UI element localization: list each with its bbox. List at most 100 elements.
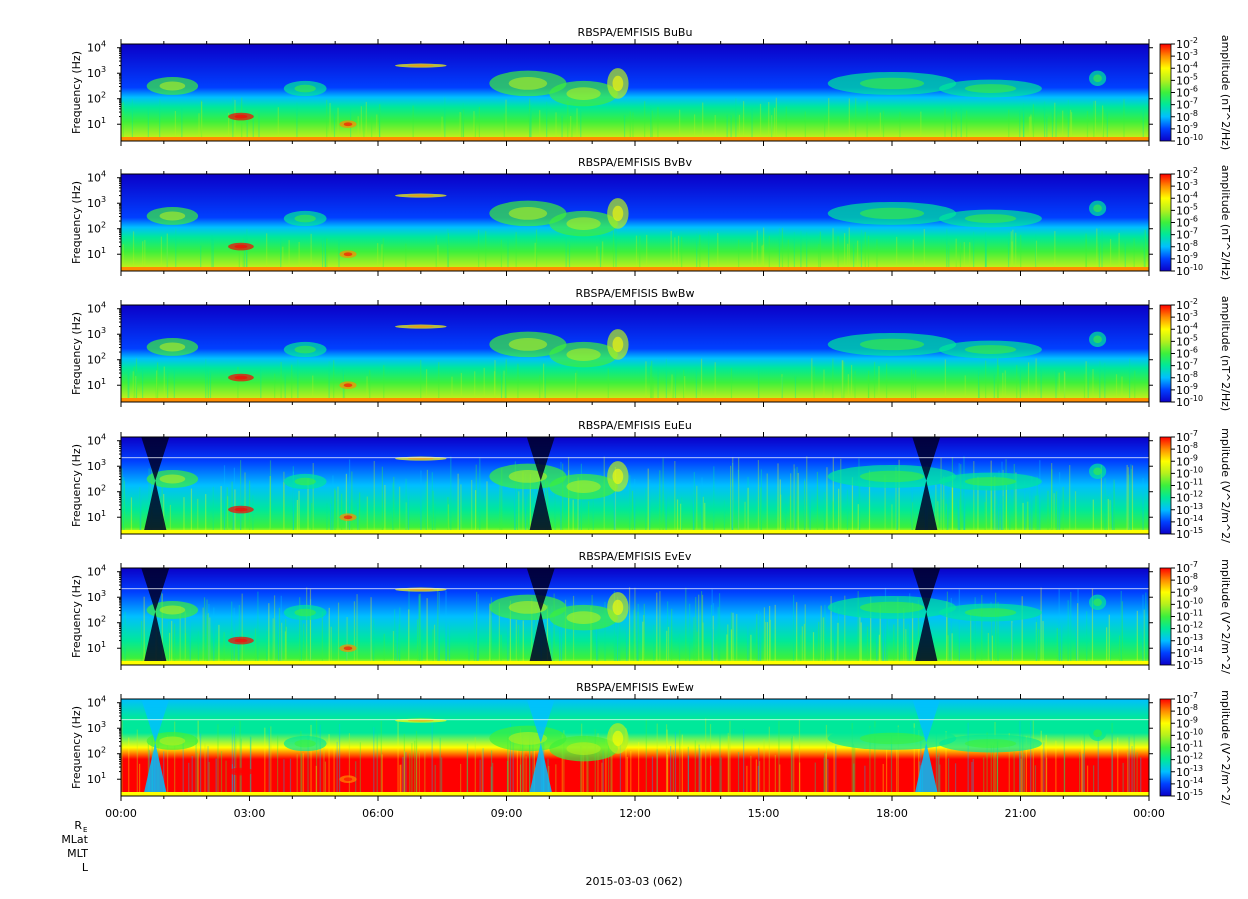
heatmap-streak: [233, 607, 235, 665]
heatmap-streak: [841, 360, 843, 402]
heatmap-streak: [447, 504, 449, 534]
heatmap-streak: [1094, 100, 1097, 141]
heatmap-streak: [1058, 588, 1060, 665]
heatmap-streak: [923, 229, 925, 271]
heatmap-streak: [870, 596, 872, 665]
heatmap-streak: [405, 502, 407, 534]
heatmap-streak: [659, 470, 661, 534]
heatmap-streak: [825, 753, 827, 796]
heatmap-streak: [531, 597, 533, 665]
heatmap-streak: [206, 614, 208, 665]
colorbar: [1159, 304, 1172, 403]
heatmap-streak: [284, 631, 287, 665]
heatmap-streak: [1129, 358, 1131, 402]
heatmap-streak: [309, 589, 312, 665]
heatmap-streak: [529, 738, 531, 796]
heatmap-streak: [400, 764, 402, 796]
heatmap-streak: [268, 728, 270, 796]
heatmap-streak: [568, 470, 570, 534]
heatmap-streak: [645, 488, 647, 534]
heatmap-streak: [1106, 112, 1108, 141]
heatmap-streak: [135, 375, 137, 402]
heatmap-streak: [376, 114, 378, 141]
heatmap-streak: [208, 604, 210, 665]
heatmap-streak: [503, 113, 505, 141]
heatmap-streak: [141, 367, 144, 402]
heatmap-streak: [619, 741, 622, 796]
colorbar-tick-label: 10-6: [1176, 85, 1198, 100]
emission-core: [294, 739, 316, 748]
heatmap-streak: [713, 466, 715, 534]
colorbar-tick-label: 10-3: [1176, 48, 1198, 63]
heatmap-streak: [411, 743, 413, 796]
heatmap-streak: [373, 727, 375, 796]
heatmap-streak: [1002, 372, 1004, 402]
heatmap-streak: [677, 235, 680, 271]
heatmap-streak: [394, 609, 396, 665]
heatmap-streak: [848, 227, 850, 271]
heatmap-streak: [220, 751, 223, 796]
heatmap-streak: [671, 374, 673, 402]
heatmap-streak: [1037, 494, 1039, 534]
heatmap-streak: [1032, 104, 1035, 141]
heatmap-streak: [964, 375, 966, 402]
heatmap-streak: [1092, 499, 1094, 534]
colorbar-tick-label: 10-11: [1176, 740, 1203, 755]
emission-core: [234, 375, 248, 380]
heatmap-streak: [763, 227, 765, 271]
colorbar-tick-label: 10-13: [1176, 502, 1203, 517]
time-tick-label: 06:00: [362, 807, 394, 820]
heatmap-streak: [1136, 610, 1138, 665]
heatmap-streak: [519, 728, 522, 796]
heatmap-streak: [147, 107, 149, 141]
heatmap-streak: [309, 612, 311, 665]
heatmap-streak: [985, 232, 987, 271]
heatmap-streak: [625, 728, 627, 796]
heatmap-streak: [405, 478, 407, 534]
emission-core: [294, 214, 316, 223]
heatmap-streak: [490, 766, 492, 796]
heatmap-streak: [291, 364, 293, 402]
heatmap-streak: [826, 467, 828, 534]
heatmap-streak: [693, 617, 695, 665]
heatmap-streak: [634, 587, 636, 665]
heatmap-streak: [418, 595, 420, 665]
heatmap-streak: [667, 754, 669, 796]
colorbar-label: mplitude (V^2/m^2/: [1219, 428, 1232, 543]
heatmap-streak: [778, 228, 781, 271]
heatmap-streak: [345, 473, 348, 534]
heatmap-streak: [825, 724, 828, 796]
heatmap-streak: [476, 591, 478, 665]
heatmap-streak: [867, 235, 870, 271]
heatmap-streak: [963, 242, 965, 271]
heatmap-streak: [1106, 496, 1109, 534]
time-tick-label: 12:00: [619, 807, 651, 820]
heatmap-streak: [637, 603, 639, 665]
heatmap-streak: [1100, 465, 1102, 534]
heatmap-streak: [992, 745, 995, 796]
panel-title: RBSPA/EMFISIS EwEw: [576, 681, 694, 694]
heatmap-streak: [630, 751, 632, 796]
colorbar-tick-label: 10-9: [1176, 251, 1198, 266]
heatmap-streak: [613, 485, 616, 534]
perigee-cone: [914, 480, 939, 534]
heatmap-streak: [884, 588, 887, 665]
heatmap-streak: [1109, 239, 1112, 271]
heatmap-streak: [868, 370, 870, 402]
colorbar-tick-label: 10-12: [1176, 490, 1203, 505]
y-axis-label: Frequency (Hz): [70, 706, 83, 789]
heatmap-streak: [505, 358, 507, 402]
heatmap-streak: [967, 722, 969, 796]
heatmap-streak: [1025, 736, 1028, 796]
heatmap-streak: [1022, 502, 1024, 534]
heatmap-streak: [1117, 737, 1119, 796]
heatmap-streak: [285, 618, 287, 665]
y-axis-label: Frequency (Hz): [70, 181, 83, 264]
heatmap-streak: [993, 374, 995, 402]
heatmap-streak: [233, 467, 235, 534]
interference-line: [121, 588, 1149, 590]
heatmap-streak: [281, 622, 283, 665]
heatmap-streak: [903, 607, 905, 665]
perigee-cone: [143, 480, 168, 534]
heatmap-streak: [121, 720, 123, 796]
